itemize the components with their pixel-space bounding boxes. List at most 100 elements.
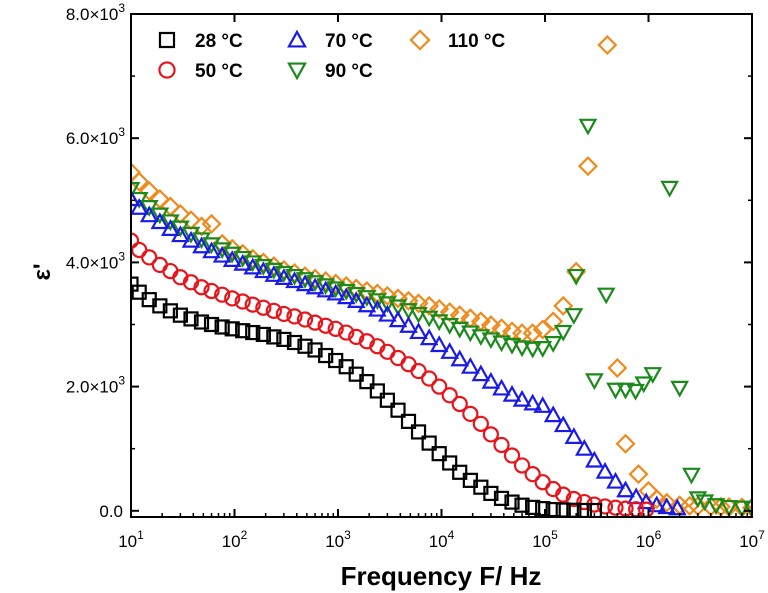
- data-point-110c: [607, 357, 628, 378]
- data-point-70c: [657, 497, 677, 515]
- data-point-28c: [390, 402, 406, 418]
- data-point-28c: [586, 502, 602, 517]
- legend-marker-50c: [158, 61, 176, 79]
- legend-entry-70c: 70 °C: [287, 29, 373, 52]
- data-point-90c: [742, 500, 752, 517]
- data-point-90c: [585, 373, 604, 391]
- data-point-70c: [533, 396, 553, 413]
- data-point-110c: [139, 180, 160, 201]
- data-point-28c: [214, 319, 230, 335]
- data-point-50c: [462, 405, 479, 423]
- data-point-50c: [472, 415, 489, 432]
- data-point-70c: [243, 257, 263, 275]
- series-70c: [131, 189, 687, 516]
- data-point-110c: [577, 156, 598, 177]
- legend-entry-110c: 110 °C: [409, 29, 506, 52]
- data-point-90c: [688, 491, 708, 509]
- data-point-50c: [400, 356, 417, 373]
- data-point-50c: [410, 362, 427, 380]
- data-point-110c: [646, 488, 667, 509]
- data-point-50c: [513, 457, 531, 474]
- data-point-70c: [502, 384, 522, 402]
- data-point-90c: [305, 275, 325, 293]
- series-50c: [131, 232, 655, 517]
- data-point-90c: [626, 383, 645, 401]
- data-point-50c: [524, 466, 541, 483]
- data-point-28c: [525, 499, 541, 515]
- data-point-90c: [285, 268, 304, 286]
- data-point-70c: [575, 438, 594, 456]
- data-point-70c: [450, 349, 470, 367]
- data-point-110c: [388, 288, 409, 309]
- data-point-110c: [656, 492, 677, 513]
- data-point-50c: [193, 279, 210, 296]
- data-point-28c: [369, 383, 385, 399]
- data-point-90c: [512, 340, 532, 358]
- data-point-50c: [596, 498, 614, 515]
- data-point-28c: [131, 276, 139, 292]
- data-point-70c: [585, 450, 604, 468]
- data-point-28c: [203, 316, 220, 333]
- data-point-70c: [254, 261, 273, 279]
- data-point-90c: [732, 500, 752, 517]
- legend-marker-70c: [287, 29, 307, 48]
- data-point-28c: [442, 455, 458, 471]
- legend-entry-90c: 90 °C: [287, 61, 373, 82]
- data-point-28c: [318, 347, 334, 364]
- data-point-50c: [441, 387, 458, 404]
- data-point-90c: [346, 286, 366, 304]
- data-point-50c: [286, 308, 303, 325]
- data-point-50c: [306, 314, 324, 331]
- data-point-70c: [316, 280, 336, 298]
- data-point-90c: [274, 265, 294, 283]
- data-point-70c: [233, 253, 253, 271]
- data-point-70c: [368, 299, 387, 317]
- data-point-90c: [682, 467, 701, 485]
- data-point-90c: [523, 341, 543, 359]
- data-point-70c: [512, 389, 532, 407]
- data-point-70c: [419, 328, 439, 346]
- data-point-28c: [276, 331, 292, 347]
- data-point-90c: [564, 308, 584, 325]
- data-point-70c: [606, 471, 625, 489]
- series-90c: [131, 118, 752, 517]
- data-point-70c: [295, 274, 315, 292]
- data-point-70c: [139, 205, 159, 223]
- data-point-50c: [234, 293, 251, 310]
- data-point-90c: [596, 287, 616, 305]
- data-point-90c: [616, 382, 635, 400]
- data-point-90c: [378, 296, 397, 314]
- y-tick-label: 0.0: [99, 502, 123, 521]
- data-point-90c: [553, 324, 573, 342]
- data-point-110c: [543, 311, 564, 332]
- data-point-50c: [451, 395, 468, 413]
- data-point-70c: [481, 371, 501, 389]
- x-axis-title: Frequency F/ Hz: [341, 561, 542, 591]
- y-tick-label: 8.0×103: [66, 1, 125, 24]
- data-point-28c: [297, 338, 313, 354]
- data-point-90c: [357, 290, 377, 307]
- data-point-50c: [255, 299, 272, 316]
- data-point-90c: [578, 118, 598, 136]
- legend-label-28c: 28 °C: [195, 31, 243, 52]
- data-point-28c: [193, 314, 210, 330]
- data-point-110c: [191, 216, 212, 237]
- data-point-70c: [564, 427, 584, 444]
- legend-label-70c: 70 °C: [325, 31, 373, 52]
- data-point-70c: [492, 378, 511, 396]
- data-point-70c: [388, 310, 408, 328]
- data-point-28c: [359, 374, 375, 390]
- y-tick-label: 2.0×103: [66, 374, 125, 397]
- x-tick-label: 102: [222, 528, 248, 551]
- y-axis-title: ε': [29, 263, 56, 280]
- data-point-110c: [628, 464, 649, 485]
- x-tick-label: 103: [325, 528, 351, 551]
- series-28c: [131, 276, 602, 517]
- legend-marker-28c: [158, 31, 176, 49]
- data-point-70c: [161, 219, 180, 236]
- data-point-50c: [214, 286, 231, 303]
- data-point-90c: [543, 336, 563, 353]
- data-point-28c: [410, 424, 427, 440]
- data-point-70c: [636, 492, 656, 510]
